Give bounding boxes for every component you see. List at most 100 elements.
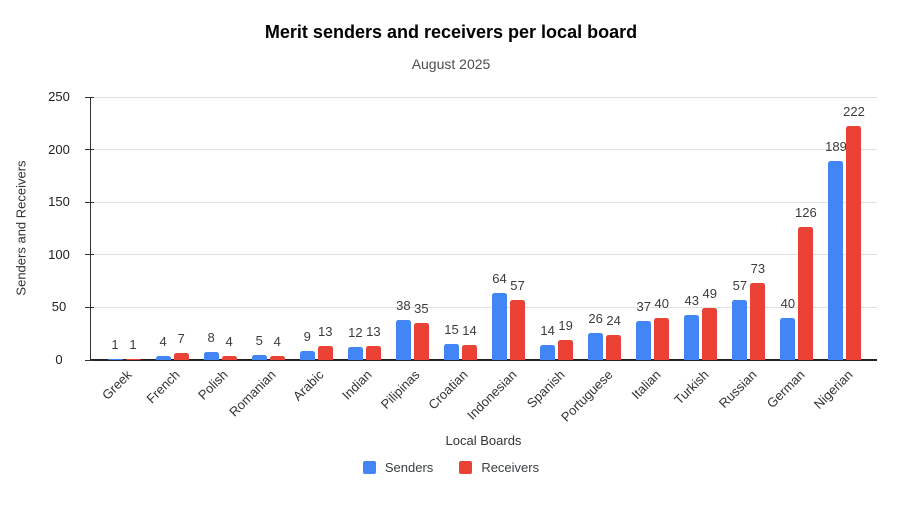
bar-group-croatian: 15 14 Croatian xyxy=(426,97,484,412)
y-tick-label: 100 xyxy=(48,246,70,262)
y-tick-mark xyxy=(85,359,94,361)
bar-group-nigerian: 189 222 Nigerian xyxy=(811,97,869,411)
bar-group-arabic: 9 13 Arabic xyxy=(290,97,340,404)
receivers-bar[interactable]: 49 xyxy=(702,287,718,360)
y-tick-label: 200 xyxy=(48,141,70,157)
receivers-bar[interactable]: 40 xyxy=(654,297,670,360)
senders-bar[interactable]: 57 xyxy=(732,279,748,360)
bar-group-portuguese: 26 24 Portuguese xyxy=(558,97,629,425)
x-axis-label: Arabic xyxy=(290,367,327,404)
receivers-bar[interactable]: 13 xyxy=(317,325,333,360)
gridline xyxy=(90,96,877,98)
bars-row: 1 1 Greek 4 7 French 8 4 Polish 5 4 Romanian 9 13 Arab… xyxy=(90,97,877,425)
bar-value-label: 1 xyxy=(111,336,119,352)
bar-value-label: 57 xyxy=(510,278,525,294)
gridline xyxy=(90,149,877,151)
chart-subtitle: August 2025 xyxy=(411,56,491,72)
bar-value-label: 14 xyxy=(462,323,477,339)
y-tick-label: 250 xyxy=(48,89,70,104)
x-axis-label: French xyxy=(143,367,183,407)
bar-group-polish: 8 4 Polish xyxy=(195,97,244,403)
bar-value-label: 7 xyxy=(177,330,185,346)
receivers-bar[interactable]: 222 xyxy=(843,105,865,360)
y-tick-mark xyxy=(85,201,94,203)
senders-bar[interactable]: 37 xyxy=(636,300,652,360)
receivers-bar[interactable]: 13 xyxy=(365,325,381,360)
legend-swatch-icon xyxy=(362,461,376,474)
bar-value-label: 13 xyxy=(366,324,381,340)
y-tick-label: 50 xyxy=(51,299,67,315)
legend-item-receivers: Receivers xyxy=(459,460,539,475)
bar-value-label: 9 xyxy=(303,328,311,344)
senders-bar[interactable]: 5 xyxy=(251,334,267,360)
bar-value-label: 15 xyxy=(444,322,459,338)
y-tick-mark xyxy=(85,149,94,151)
y-tick-mark xyxy=(85,306,94,308)
bar-value-label: 4 xyxy=(273,333,281,349)
receivers-bar[interactable]: 1 xyxy=(125,338,141,360)
bar-value-label: 64 xyxy=(492,270,507,286)
x-axis-baseline xyxy=(90,359,877,361)
senders-bar[interactable]: 9 xyxy=(299,330,315,360)
bar-value-label: 40 xyxy=(780,295,796,311)
bar-group-turkish: 43 49 Turkish xyxy=(671,97,725,407)
bar-value-label: 24 xyxy=(606,312,621,328)
bar-group-indian: 12 13 Indian xyxy=(339,97,388,403)
senders-bar[interactable]: 189 xyxy=(825,140,847,360)
bar-value-label: 40 xyxy=(654,295,669,311)
senders-bar[interactable]: 8 xyxy=(203,331,219,360)
bar-value-label: 12 xyxy=(348,325,363,341)
bar-group-indonesian: 64 57 Indonesian xyxy=(464,97,533,423)
bar-value-label: 13 xyxy=(318,324,333,340)
receivers-bar[interactable]: 24 xyxy=(606,314,622,360)
bar-group-french: 4 7 French xyxy=(143,97,196,406)
senders-bar[interactable]: 4 xyxy=(155,335,171,360)
bar-group-german: 40 126 German xyxy=(764,97,821,410)
receivers-bar[interactable]: 4 xyxy=(269,335,285,360)
senders-bar[interactable]: 40 xyxy=(780,297,796,360)
y-axis-line xyxy=(90,97,91,360)
receivers-bar[interactable]: 57 xyxy=(510,279,526,360)
senders-bar[interactable]: 12 xyxy=(347,326,363,360)
receivers-bar[interactable]: 35 xyxy=(413,302,429,360)
receivers-bar[interactable]: 19 xyxy=(558,319,574,360)
senders-bar[interactable]: 15 xyxy=(443,323,459,360)
x-axis-label: Turkish xyxy=(670,367,712,408)
bar-group-spanish: 14 19 Spanish xyxy=(523,97,581,411)
bar-value-label: 14 xyxy=(540,323,555,339)
senders-bar[interactable]: 1 xyxy=(107,338,123,360)
bar-group-pilipinas: 38 35 Pilipinas xyxy=(378,97,436,412)
bar-value-label: 49 xyxy=(702,286,718,302)
x-axis-label: German xyxy=(763,367,808,411)
bar-group-italian: 37 40 Italian xyxy=(628,97,677,402)
bar-value-label: 43 xyxy=(684,292,700,308)
receivers-bar[interactable]: 4 xyxy=(221,335,237,360)
senders-bar[interactable]: 43 xyxy=(684,294,700,360)
x-axis-label: Greek xyxy=(98,367,135,403)
y-tick-mark xyxy=(85,96,94,98)
legend-swatch-icon xyxy=(459,461,473,474)
senders-bar[interactable]: 64 xyxy=(492,272,508,360)
senders-bar[interactable]: 26 xyxy=(588,312,604,360)
bar-value-label: 4 xyxy=(225,333,233,349)
y-axis-title: Senders and Receivers xyxy=(13,160,29,296)
legend-label: Receivers xyxy=(481,460,540,475)
x-axis-label: Polish xyxy=(195,367,231,403)
receivers-bar[interactable]: 73 xyxy=(750,262,766,360)
bar-value-label: 126 xyxy=(795,205,817,221)
receivers-bar[interactable]: 7 xyxy=(173,332,189,360)
bar-value-label: 189 xyxy=(825,139,847,155)
bar-value-label: 26 xyxy=(588,310,603,326)
bar-value-label: 5 xyxy=(255,332,263,348)
bar-value-label: 57 xyxy=(732,278,748,294)
bar-value-label: 38 xyxy=(396,298,411,314)
receivers-bar[interactable]: 126 xyxy=(795,206,817,360)
receivers-bar[interactable]: 14 xyxy=(461,324,477,360)
x-axis-label: Nigerian xyxy=(810,367,856,412)
senders-bar[interactable]: 14 xyxy=(540,324,556,360)
x-axis-label: Indian xyxy=(339,367,375,403)
x-axis-label: Croatian xyxy=(425,367,472,413)
legend-label: Senders xyxy=(384,460,434,475)
x-axis-label: Indonesian xyxy=(463,367,520,423)
senders-bar[interactable]: 38 xyxy=(395,299,411,360)
